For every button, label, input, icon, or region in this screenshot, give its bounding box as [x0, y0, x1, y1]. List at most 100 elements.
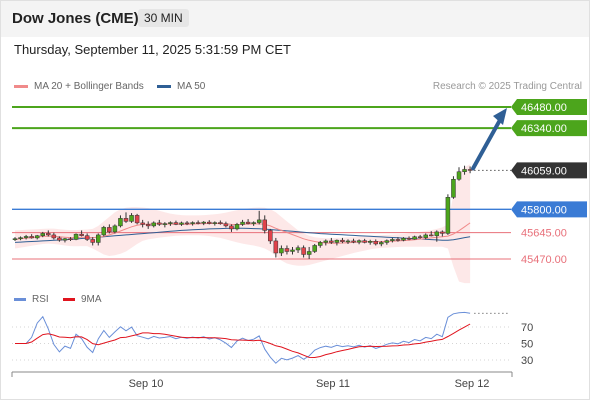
candle-body [229, 225, 234, 230]
candle-body [73, 233, 79, 240]
candle [68, 237, 73, 241]
candle [173, 220, 179, 226]
candle [323, 239, 329, 246]
candle-body [12, 238, 18, 240]
candle-body [451, 178, 456, 198]
candle-body [284, 248, 290, 252]
candle [256, 210, 262, 225]
level-label-45645.00: 45645.00 [521, 228, 567, 240]
candle-body [218, 222, 223, 225]
candle-body [440, 231, 445, 234]
candle [96, 233, 101, 246]
candle [412, 235, 417, 240]
candle [417, 234, 423, 239]
candle-body [412, 236, 417, 240]
candle-body [367, 240, 373, 243]
candle-body [51, 234, 57, 239]
candle-body [340, 239, 345, 242]
candle [345, 239, 351, 244]
candle [18, 236, 23, 241]
candle [46, 230, 51, 237]
candle [179, 221, 184, 226]
candle [140, 219, 145, 228]
projection-arrow [471, 118, 502, 171]
legend-label-ma50: MA 50 [177, 81, 206, 92]
candle-body [234, 224, 240, 230]
candle [279, 245, 284, 256]
candle [356, 239, 362, 245]
candle-body [129, 215, 134, 222]
candle-body [118, 218, 123, 227]
rsi-tick-label: 70 [521, 322, 533, 334]
candle [29, 234, 34, 239]
candle [118, 215, 123, 228]
x-tick-label: Sep 11 [316, 378, 350, 390]
candle-body [57, 237, 62, 241]
candle [73, 233, 79, 241]
legend-rsi: RSI [14, 294, 49, 305]
chart-header: Dow Jones (CME) 30 MIN [1, 1, 589, 37]
rsi-tick-label: 50 [521, 339, 533, 351]
candle-body [101, 227, 107, 236]
candle-body [245, 221, 251, 224]
candle [379, 240, 384, 247]
candle [245, 219, 251, 225]
candle-body [273, 240, 279, 254]
candle [190, 221, 195, 226]
candle [168, 221, 173, 226]
candle-body [467, 169, 473, 171]
candle [229, 224, 234, 232]
candle-body [434, 231, 440, 236]
candle [318, 240, 323, 248]
candle [351, 238, 356, 244]
candle-body [162, 223, 168, 225]
candle-body [134, 215, 140, 224]
candle-body [184, 222, 190, 225]
candle [301, 245, 306, 258]
candle [40, 231, 45, 238]
candle-body [429, 234, 434, 237]
candle [51, 232, 57, 240]
candle-body [251, 222, 256, 224]
candle-body [323, 240, 329, 243]
candle [62, 237, 68, 243]
candle-body [445, 197, 451, 234]
candle-body [423, 234, 428, 238]
candle-body [34, 235, 40, 239]
candle [195, 220, 201, 225]
research-credit: Research © 2025 Trading Central [432, 81, 582, 92]
candle [290, 246, 295, 255]
candle [268, 228, 273, 244]
legend-swatch-ma20 [14, 85, 28, 88]
rsi-tick-label: 30 [521, 355, 533, 367]
candle [123, 212, 129, 223]
candle [312, 243, 317, 253]
candle-body [195, 222, 201, 224]
legend-9ma: 9MA [63, 294, 102, 305]
candle-body [318, 242, 323, 246]
candle-body [456, 171, 462, 180]
candle [440, 230, 445, 237]
candle-body [379, 242, 384, 245]
candle-body [306, 251, 312, 255]
level-tag [511, 162, 587, 179]
candle-body [107, 227, 112, 233]
candle [373, 239, 378, 246]
candle [107, 224, 112, 234]
candle [284, 245, 290, 255]
candle-body [312, 245, 317, 252]
candle-body [329, 240, 334, 243]
candle-body [18, 237, 23, 239]
candle-body [84, 235, 90, 240]
candle-body [279, 248, 284, 254]
candle-body [46, 233, 51, 236]
interval-badge[interactable]: 30 MIN [138, 9, 189, 27]
candle-body [112, 225, 118, 233]
candle [212, 221, 218, 226]
level-label-45800.00: 45800.00 [521, 204, 567, 216]
candle [340, 237, 345, 244]
legend-swatch-rsi [14, 298, 26, 301]
candle-body [96, 234, 101, 243]
